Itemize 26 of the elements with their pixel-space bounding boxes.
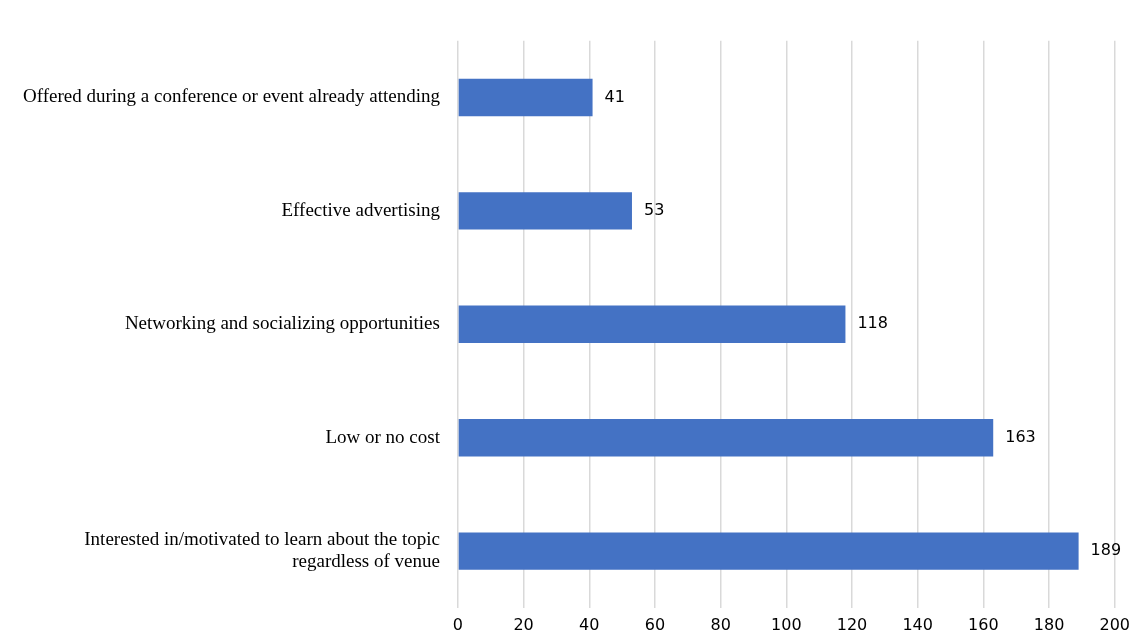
y-tick-label: Offered during a conference or event already attending: [22, 85, 441, 107]
y-tick-label: Low or no cost: [325, 425, 441, 447]
x-tick-label: 60: [644, 614, 666, 634]
x-tick-label: 140: [902, 614, 933, 634]
bar: [458, 305, 846, 344]
data-label: 163: [1005, 426, 1036, 446]
data-label: 118: [857, 313, 888, 333]
bar: [458, 78, 593, 117]
bar: [458, 418, 994, 457]
x-tick-label: 0: [452, 614, 464, 634]
x-tick-label: 80: [710, 614, 731, 634]
data-label: 41: [604, 86, 625, 106]
x-tick-label: 200: [1099, 614, 1130, 634]
y-tick-label: Interested in/motivated to learn about the topic regardless of venue: [84, 527, 440, 572]
bar: [458, 532, 1079, 570]
x-tick-label: 120: [836, 614, 868, 634]
x-tick-label: 40: [579, 614, 600, 634]
y-tick-label: Networking and socializing opportunities: [124, 312, 440, 334]
data-label: 189: [1090, 540, 1122, 560]
x-tick-label: 100: [771, 614, 802, 634]
x-tick-label: 20: [513, 614, 534, 634]
x-tick-label: 180: [1033, 614, 1065, 634]
data-label: 53: [643, 200, 665, 220]
x-tick-label: 160: [968, 614, 999, 634]
bar: [458, 192, 632, 230]
y-tick-label: Effective advertising: [281, 198, 441, 220]
